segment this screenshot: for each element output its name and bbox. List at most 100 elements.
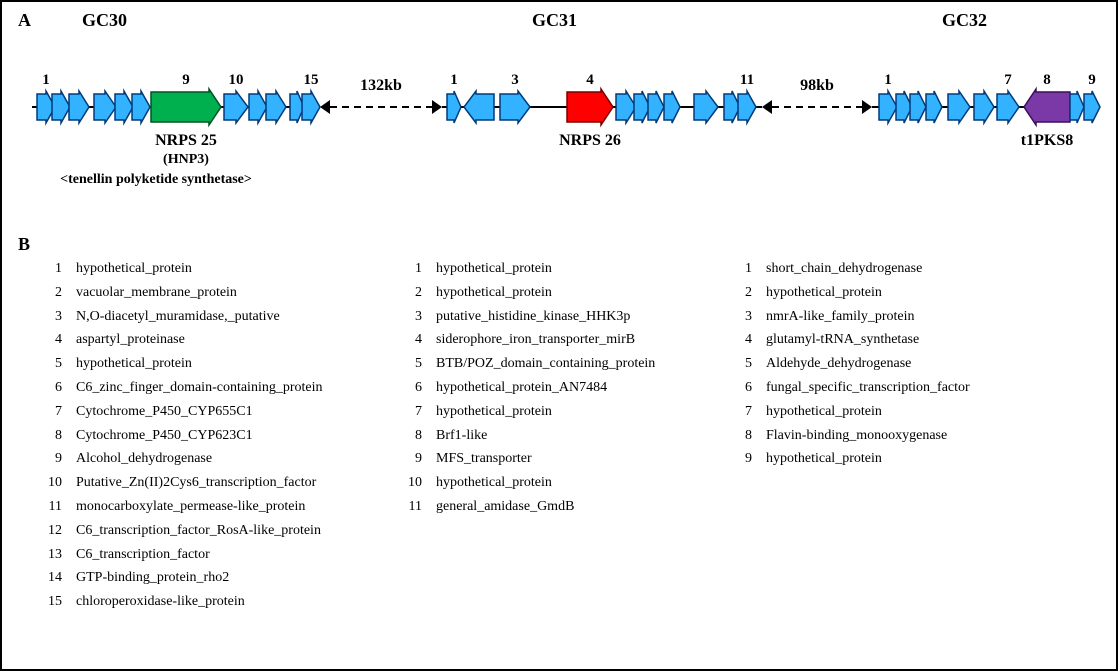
list-index: 5 (732, 352, 752, 376)
list-item: 8Flavin-binding_monooxygenase (732, 424, 1022, 448)
list-item: 4glutamyl-tRNA_synthetase (732, 328, 1022, 352)
gene-number: 4 (586, 72, 594, 89)
gene-arrow (567, 89, 613, 125)
gene-arrow (1070, 91, 1084, 123)
gene-arrow (94, 91, 116, 123)
gene-number: 9 (182, 72, 190, 89)
list-index: 5 (42, 352, 62, 376)
tenellin-note: <tenellin polyketide synthetase> (60, 172, 252, 188)
gene-number: 9 (1088, 72, 1096, 89)
list-text: hypothetical_protein (766, 281, 882, 305)
list-text: chloroperoxidase-like_protein (76, 590, 245, 614)
list-text: fungal_specific_transcription_factor (766, 376, 970, 400)
list-item: 1 short_chain_dehydrogenase (732, 257, 1022, 281)
list-item: 7 hypothetical_protein (402, 400, 702, 424)
list-text: hypothetical_protein (436, 400, 552, 424)
list-index: 10 (42, 471, 62, 495)
gene-label: t1PKS8 (1021, 132, 1073, 150)
list-text: hypothetical_protein (436, 471, 552, 495)
list-item: 8 Cytochrome_P450_CYP623C1 (42, 424, 372, 448)
list-item: 10Putative_Zn(II)2Cys6_transcription_fac… (42, 471, 372, 495)
list-item: 12 C6_transcription_factor_RosA-like_prot… (42, 519, 372, 543)
list-index: 7 (732, 400, 752, 424)
list-text: short_chain_dehydrogenase (766, 257, 922, 281)
list-text: C6_transcription_factor (76, 543, 210, 567)
list-index: 6 (402, 376, 422, 400)
gene-arrow (926, 91, 942, 123)
gene-arrow (302, 91, 320, 123)
list-index: 10 (402, 471, 422, 495)
list-index: 6 (42, 376, 62, 400)
list-text: C6_transcription_factor_RosA-like_protei… (76, 519, 321, 543)
list-index: 7 (402, 400, 422, 424)
gene-arrow (694, 91, 718, 123)
list-index: 1 (732, 257, 752, 281)
list-index: 7 (42, 400, 62, 424)
list-item: 10 hypothetical_protein (402, 471, 702, 495)
list-text: BTB/POZ_domain_containing_protein (436, 352, 655, 376)
gene-lists: 1hypothetical_protein2vacuolar_membrane_… (42, 257, 1096, 614)
gene-label: NRPS 26 (559, 132, 621, 150)
list-text: GTP-binding_protein_rho2 (76, 566, 229, 590)
list-item: 5 Aldehyde_dehydrogenase (732, 352, 1022, 376)
list-text: Cytochrome_P450_CYP623C1 (76, 424, 253, 448)
gene-arrow (664, 91, 680, 123)
gene-arrow (1024, 89, 1070, 125)
list-item: 1hypothetical_protein (42, 257, 372, 281)
list-index: 12 (42, 519, 62, 543)
list-text: MFS_transporter (436, 447, 532, 471)
list-text: Cytochrome_P450_CYP655C1 (76, 400, 253, 424)
gene-arrow (69, 91, 89, 123)
list-index: 9 (732, 447, 752, 471)
list-index: 8 (42, 424, 62, 448)
list-text: hypothetical_protein (436, 281, 552, 305)
gene-arrow (997, 91, 1019, 123)
list-index: 4 (732, 328, 752, 352)
list-item: 3N,O-diacetyl_muramidase,_putative (42, 305, 372, 329)
list-index: 14 (42, 566, 62, 590)
list-index: 3 (732, 305, 752, 329)
gene-arrow (648, 91, 664, 123)
list-text: Aldehyde_dehydrogenase (766, 352, 911, 376)
gene-arrow (738, 91, 756, 123)
list-index: 8 (402, 424, 422, 448)
list-text: hypothetical_protein_AN7484 (436, 376, 607, 400)
list-index: 8 (732, 424, 752, 448)
gene-arrow (132, 91, 150, 123)
gene-number: 7 (1004, 72, 1012, 89)
list-text: hypothetical_protein (766, 447, 882, 471)
list-item: 9 hypothetical_protein (732, 447, 1022, 471)
gene-number: 10 (229, 72, 244, 89)
list-item: 2vacuolar_membrane_protein (42, 281, 372, 305)
list-text: N,O-diacetyl_muramidase,_putative (76, 305, 280, 329)
list-gc30: 1hypothetical_protein2vacuolar_membrane_… (42, 257, 372, 614)
gene-number: 8 (1043, 72, 1051, 89)
gene-arrow (52, 91, 70, 123)
list-text: hypothetical_protein (76, 352, 192, 376)
list-text: hypothetical_protein (436, 257, 552, 281)
gene-arrow (447, 91, 461, 123)
gene-number: 3 (511, 72, 519, 89)
cluster-title-gc30: GC30 (82, 10, 127, 31)
list-text: putative_histidine_kinase_HHK3p (436, 305, 630, 329)
list-index: 1 (402, 257, 422, 281)
list-text: Alcohol_dehydrogenase (76, 447, 212, 471)
panel-b-label: B (18, 234, 30, 255)
list-item: 9Alcohol_dehydrogenase (42, 447, 372, 471)
list-item: 5 hypothetical_protein (42, 352, 372, 376)
gene-arrow (948, 91, 970, 123)
list-item: 3putative_histidine_kinase_HHK3p (402, 305, 702, 329)
gene-arrow (910, 91, 926, 123)
list-item: 9MFS_transporter (402, 447, 702, 471)
list-index: 4 (42, 328, 62, 352)
gene-arrow (1084, 91, 1100, 123)
list-item: 11general_amidase_GmdB (402, 495, 702, 519)
list-index: 11 (42, 495, 62, 519)
list-item: 5BTB/POZ_domain_containing_protein (402, 352, 702, 376)
list-text: Brf1-like (436, 424, 487, 448)
gene-arrow (464, 91, 494, 123)
gene-arrow (249, 91, 267, 123)
gene-arrow (974, 91, 994, 123)
gene-arrow (616, 91, 636, 123)
gene-arrow (151, 89, 221, 125)
